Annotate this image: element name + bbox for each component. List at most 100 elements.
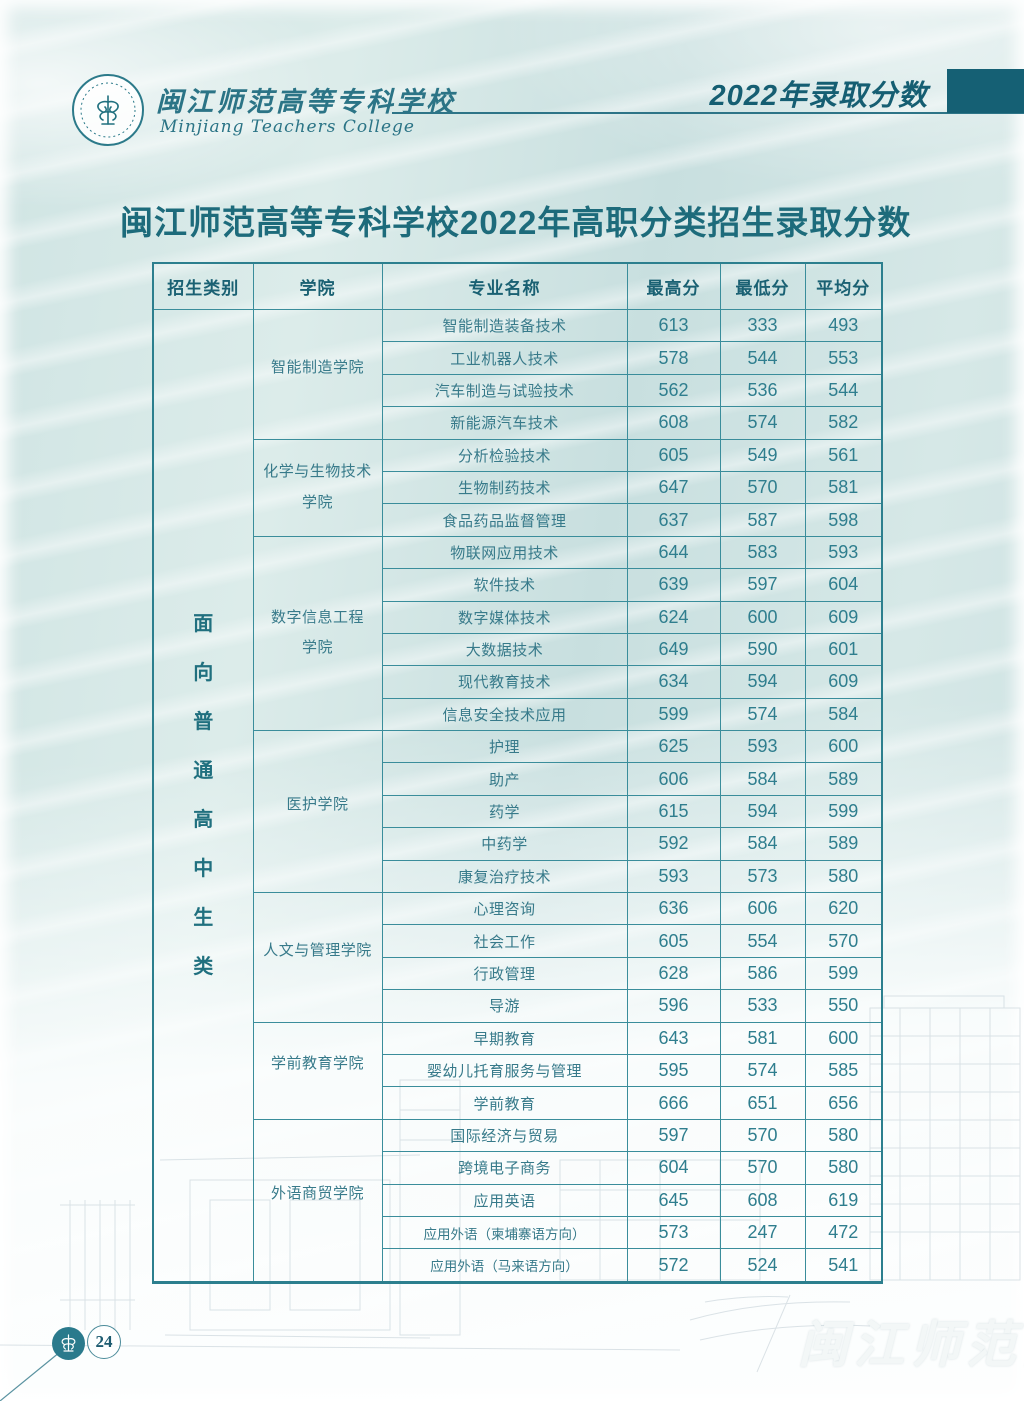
max-score: 604 — [626, 1151, 721, 1185]
max-score: 645 — [626, 1183, 721, 1217]
major-name: 药学 — [381, 794, 628, 829]
table-row: 汽车制造与试验技术 562 536 544 — [153, 373, 883, 408]
major-name: 工业机器人技术 — [381, 341, 628, 375]
avg-score: 589 — [804, 827, 883, 861]
max-score: 639 — [626, 568, 721, 602]
avg-score: 580 — [804, 1118, 883, 1153]
major-name: 食品药品监督管理 — [381, 503, 628, 537]
major-name: 应用英语 — [381, 1183, 628, 1217]
max-score: 606 — [626, 762, 721, 796]
col-header-max: 最高分 — [626, 262, 721, 310]
max-score: 666 — [626, 1086, 721, 1120]
major-name: 行政管理 — [381, 956, 628, 991]
calligraphy-watermark: 闽江师范高 — [798, 1315, 1024, 1374]
max-score: 628 — [626, 956, 721, 991]
major-name: 婴幼儿托育服务与管理 — [381, 1053, 628, 1088]
table-row: 现代教育技术 634 594 609 — [153, 665, 883, 699]
major-name: 国际经济与贸易 — [381, 1118, 628, 1153]
avg-score: 582 — [804, 406, 883, 440]
max-score: 615 — [626, 794, 721, 829]
max-score: 605 — [626, 924, 721, 958]
min-score: 584 — [719, 762, 806, 796]
min-score: 536 — [719, 373, 806, 408]
min-score: 247 — [719, 1215, 806, 1250]
table-row: 数字信息工程 学院 物联网应用技术 644 583 593 — [153, 535, 883, 732]
avg-score: 619 — [804, 1183, 883, 1217]
avg-score: 570 — [804, 924, 883, 958]
avg-score: 541 — [804, 1248, 883, 1283]
min-score: 600 — [719, 600, 806, 634]
table-row: 面 向 普 通 高 中 生 类 智能制造学院 — [152, 308, 883, 1283]
table-row: 数字媒体技术 624 600 609 — [153, 600, 883, 634]
table-row: 行政管理 628 586 599 — [153, 956, 883, 991]
college-cell: 数字信息工程 学院 — [252, 535, 383, 732]
avg-score: 553 — [804, 341, 883, 375]
avg-score: 598 — [804, 503, 883, 537]
corner-accent-block — [947, 69, 1024, 113]
avg-score: 601 — [804, 632, 883, 667]
table-row: 人文与管理学院 心理咨询 636 606 620 — [153, 892, 883, 1023]
admission-scores-table: 招生类别 学院 专业名称 最高分 最低分 平均分 面 向 普 — [152, 262, 883, 1284]
max-score: 608 — [626, 406, 721, 440]
avg-score: 580 — [804, 1151, 883, 1185]
min-score: 533 — [719, 989, 806, 1023]
college-cell: 智能制造学院 — [252, 309, 383, 440]
major-name: 大数据技术 — [381, 632, 628, 667]
min-score: 587 — [719, 503, 806, 537]
max-score: 595 — [626, 1053, 721, 1088]
major-name: 新能源汽车技术 — [381, 406, 628, 440]
avg-score: 604 — [804, 568, 883, 602]
avg-score: 600 — [804, 730, 883, 764]
max-score: 573 — [626, 1215, 721, 1250]
major-name: 生物制药技术 — [381, 470, 628, 505]
major-name: 现代教育技术 — [381, 665, 628, 699]
page-number: 24 — [95, 1332, 113, 1351]
min-score: 597 — [719, 568, 806, 602]
max-score: 634 — [626, 665, 721, 699]
min-score: 584 — [719, 827, 806, 861]
avg-score: 581 — [804, 470, 883, 505]
max-score: 593 — [626, 859, 721, 894]
max-score: 596 — [626, 989, 721, 1023]
max-score: 624 — [626, 600, 721, 634]
max-score: 649 — [626, 632, 721, 667]
table-row: 医护学院 护理 625 593 600 — [153, 730, 883, 894]
major-name: 康复治疗技术 — [381, 859, 628, 894]
max-score: 592 — [626, 827, 721, 861]
min-score: 570 — [719, 1151, 806, 1185]
max-score: 599 — [626, 697, 721, 732]
major-name: 软件技术 — [381, 568, 628, 602]
table-row: 康复治疗技术 593 573 580 — [153, 859, 883, 894]
table-row: 食品药品监督管理 637 587 598 — [153, 503, 883, 537]
seal-ornament-icon — [80, 82, 136, 138]
min-score: 606 — [719, 892, 806, 926]
min-score: 651 — [719, 1086, 806, 1120]
min-score: 583 — [719, 535, 806, 570]
major-name: 分析检验技术 — [381, 438, 628, 472]
header-rule — [392, 112, 1024, 114]
max-score: 597 — [626, 1118, 721, 1153]
min-score: 581 — [719, 1021, 806, 1055]
college-cell: 学前教育学院 — [252, 1021, 383, 1120]
max-score: 578 — [626, 341, 721, 375]
min-score: 570 — [719, 1118, 806, 1153]
college-cell: 医护学院 — [252, 730, 383, 894]
table-row: 学前教育学院 早期教育 643 581 600 — [153, 1021, 883, 1120]
major-name: 导游 — [381, 989, 628, 1023]
major-name: 跨境电子商务 — [381, 1151, 628, 1185]
max-score: 637 — [626, 503, 721, 537]
brand-block: 闽江师范高等专科学校 Minjiang Teachers College — [156, 80, 456, 137]
table-row: 化学与生物技术 学院 分析检验技术 605 549 561 — [153, 438, 883, 537]
avg-score: 593 — [804, 535, 883, 570]
min-score: 574 — [719, 697, 806, 732]
table-row: 外语商贸学院 国际经济与贸易 597 570 580 — [153, 1118, 883, 1283]
major-name: 助产 — [381, 762, 628, 796]
min-score: 594 — [719, 794, 806, 829]
avg-score: 609 — [804, 665, 883, 699]
avg-score: 609 — [804, 600, 883, 634]
avg-score: 620 — [804, 892, 883, 926]
avg-score: 544 — [804, 373, 883, 408]
college-cell: 外语商贸学院 — [252, 1118, 383, 1283]
max-score: 562 — [626, 373, 721, 408]
avg-score: 472 — [804, 1215, 883, 1250]
